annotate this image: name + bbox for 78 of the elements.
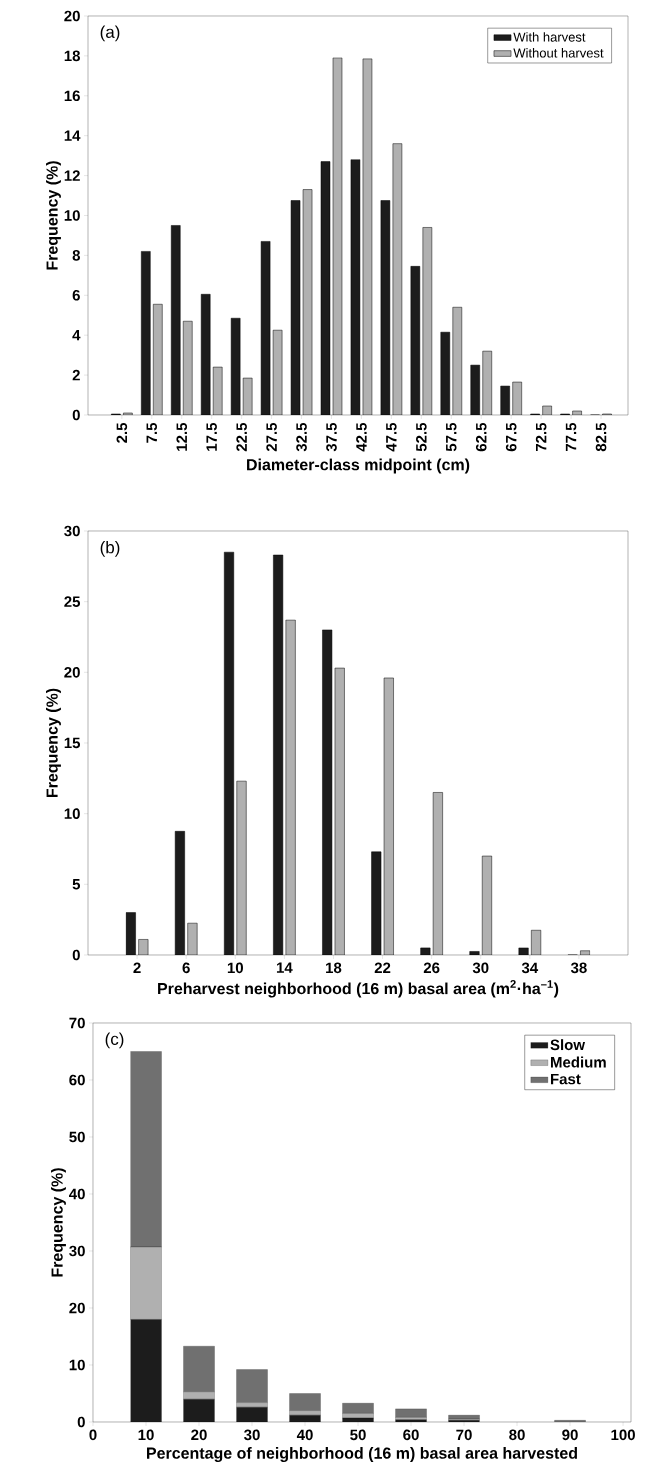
x-tick-label: 60 (403, 1429, 419, 1441)
y-tick-label: 70 (69, 1017, 85, 1029)
x-tick-label: 42.5 (356, 422, 367, 452)
y-tick-label: 20 (64, 10, 80, 22)
y-tick-label: 20 (69, 1302, 85, 1314)
x-tick-label: 72.5 (535, 422, 547, 452)
x-tick-label: 90 (562, 1429, 578, 1441)
x-tick-label: 27.5 (266, 422, 277, 452)
y-axis-title: Frequency (%) (51, 1168, 66, 1277)
x-tick-label: 80 (509, 1429, 525, 1441)
x-tick-label: 32.5 (296, 422, 307, 452)
y-tick-label: 0 (77, 1416, 85, 1428)
y-tick-label: 14 (64, 130, 81, 141)
legend-label: Slow (550, 1039, 586, 1051)
x-tick-label: 2.5 (116, 422, 128, 443)
x-tick-label: 50 (350, 1429, 366, 1441)
y-tick-label: 4 (72, 330, 81, 341)
x-tick-label: 22 (374, 962, 391, 973)
y-tick-label: 15 (64, 737, 81, 749)
x-tick-label: 100 (611, 1429, 635, 1441)
x-tick-label: 70 (456, 1429, 472, 1441)
x-tick-label: 57.5 (446, 422, 457, 452)
x-tick-label: 34 (521, 962, 539, 974)
y-axis-title: Frequency (%) (46, 161, 61, 270)
annotation: (c) (105, 1032, 124, 1049)
legend-label: Without harvest (513, 48, 604, 58)
y-axis-title: Frequency (%) (46, 688, 61, 798)
x-tick-label: 40 (296, 1429, 313, 1441)
x-tick-label: 77.5 (565, 422, 577, 452)
annotation: (b) (100, 540, 120, 557)
y-tick-label: 10 (69, 1359, 85, 1371)
y-tick-label: 6 (72, 289, 80, 301)
x-tick-label: 10 (138, 1429, 154, 1441)
x-tick-label: 2 (133, 962, 141, 973)
legend-label: Medium (551, 1056, 606, 1068)
x-tick-label: 26 (423, 962, 440, 974)
y-tick-label: 10 (64, 210, 80, 221)
y-tick-label: 50 (69, 1131, 85, 1143)
x-tick-label: 30 (244, 1429, 260, 1441)
x-tick-label: 38 (570, 962, 587, 974)
y-tick-label: 8 (72, 250, 80, 261)
y-tick-label: 25 (64, 596, 81, 607)
x-tick-label: 30 (472, 962, 489, 974)
y-tick-label: 40 (69, 1188, 85, 1200)
y-tick-label: 60 (69, 1074, 85, 1086)
x-tick-label: 67.5 (505, 422, 517, 452)
x-axis-title: Percentage of neighborhood (16 m) basal area harvested (147, 1447, 577, 1463)
x-tick-label: 18 (326, 962, 342, 974)
x-tick-label: 17.5 (206, 422, 217, 451)
x-tick-label: 14 (276, 962, 293, 973)
y-tick-label: 30 (69, 1245, 85, 1257)
x-tick-label: 52.5 (416, 422, 427, 452)
x-tick-label: 12.5 (176, 422, 188, 451)
x-tick-label: 20 (191, 1429, 207, 1441)
x-tick-label: 6 (182, 962, 190, 974)
y-tick-label: 0 (72, 949, 80, 961)
x-tick-label: 0 (89, 1429, 97, 1441)
x-tick-label: 82.5 (595, 422, 607, 452)
x-tick-label: 22.5 (236, 422, 247, 452)
y-tick-label: 20 (64, 667, 80, 678)
legend-label: With harvest (513, 32, 586, 42)
y-tick-label: 16 (64, 90, 80, 102)
annotation: (a) (100, 25, 120, 42)
x-axis-title: Preharvest neighborhood (16 m) basal area (m$^{2}$·ha$^{–1}$) (158, 980, 559, 998)
y-tick-label: 30 (64, 525, 80, 537)
x-axis-title: Diameter-class midpoint (cm) (247, 458, 470, 474)
x-tick-label: 7.5 (146, 422, 158, 443)
x-tick-label: 37.5 (326, 422, 337, 452)
y-tick-label: 5 (72, 879, 81, 890)
legend-label: Fast (551, 1073, 581, 1085)
x-tick-label: 47.5 (386, 422, 397, 452)
x-tick-label: 62.5 (475, 422, 487, 452)
y-tick-label: 0 (72, 409, 80, 421)
y-tick-label: 10 (64, 808, 80, 819)
y-tick-label: 18 (64, 50, 80, 62)
y-tick-label: 2 (72, 369, 80, 381)
y-tick-label: 12 (64, 170, 80, 181)
x-tick-label: 10 (227, 962, 243, 974)
